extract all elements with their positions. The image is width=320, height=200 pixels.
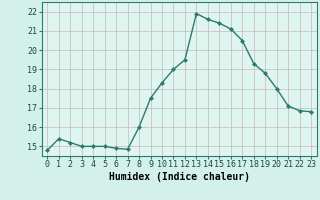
X-axis label: Humidex (Indice chaleur): Humidex (Indice chaleur) [109, 172, 250, 182]
